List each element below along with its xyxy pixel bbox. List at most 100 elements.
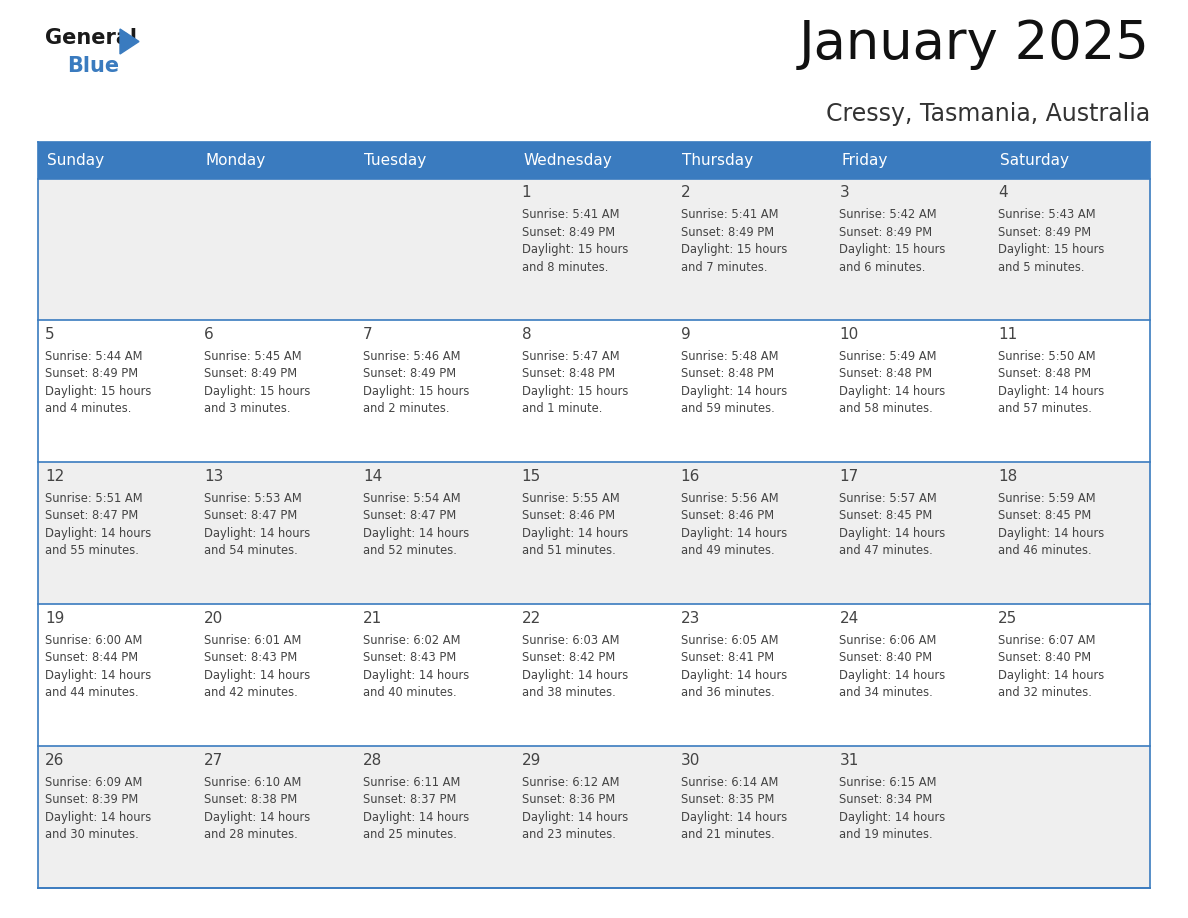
Text: 19: 19 (45, 610, 64, 626)
Text: Sunday: Sunday (46, 152, 103, 168)
Text: 20: 20 (204, 610, 223, 626)
FancyBboxPatch shape (38, 320, 197, 463)
Text: 5: 5 (45, 327, 55, 341)
Text: Sunset: 8:40 PM: Sunset: 8:40 PM (998, 651, 1092, 665)
Text: Sunset: 8:46 PM: Sunset: 8:46 PM (522, 509, 615, 522)
Text: 24: 24 (840, 610, 859, 626)
FancyBboxPatch shape (833, 178, 991, 320)
FancyBboxPatch shape (514, 463, 674, 604)
Text: Daylight: 14 hours: Daylight: 14 hours (998, 385, 1105, 397)
Text: Sunset: 8:49 PM: Sunset: 8:49 PM (362, 367, 456, 380)
FancyBboxPatch shape (991, 142, 1150, 178)
Text: and 34 minutes.: and 34 minutes. (840, 686, 934, 700)
FancyBboxPatch shape (674, 746, 833, 888)
FancyBboxPatch shape (833, 142, 991, 178)
Text: and 7 minutes.: and 7 minutes. (681, 261, 767, 274)
Text: January 2025: January 2025 (800, 18, 1150, 70)
Text: Sunrise: 6:05 AM: Sunrise: 6:05 AM (681, 633, 778, 646)
Text: Daylight: 14 hours: Daylight: 14 hours (45, 527, 151, 540)
Text: Sunrise: 6:12 AM: Sunrise: 6:12 AM (522, 776, 619, 789)
Text: Daylight: 14 hours: Daylight: 14 hours (362, 527, 469, 540)
FancyBboxPatch shape (833, 604, 991, 746)
Text: 7: 7 (362, 327, 373, 341)
FancyBboxPatch shape (197, 178, 355, 320)
FancyBboxPatch shape (38, 142, 197, 178)
Text: Sunrise: 6:01 AM: Sunrise: 6:01 AM (204, 633, 302, 646)
Text: Sunset: 8:48 PM: Sunset: 8:48 PM (840, 367, 933, 380)
Text: Daylight: 14 hours: Daylight: 14 hours (840, 385, 946, 397)
Text: 31: 31 (840, 753, 859, 767)
Text: Sunrise: 5:42 AM: Sunrise: 5:42 AM (840, 208, 937, 221)
Text: Sunrise: 6:02 AM: Sunrise: 6:02 AM (362, 633, 461, 646)
Text: 8: 8 (522, 327, 531, 341)
FancyBboxPatch shape (674, 604, 833, 746)
FancyBboxPatch shape (355, 320, 514, 463)
Text: and 2 minutes.: and 2 minutes. (362, 402, 449, 416)
Text: Daylight: 14 hours: Daylight: 14 hours (204, 668, 310, 682)
FancyBboxPatch shape (38, 178, 197, 320)
Text: and 49 minutes.: and 49 minutes. (681, 544, 775, 557)
Text: and 28 minutes.: and 28 minutes. (204, 828, 298, 841)
Text: Daylight: 14 hours: Daylight: 14 hours (522, 527, 628, 540)
Text: Saturday: Saturday (1000, 152, 1069, 168)
Text: Sunrise: 6:14 AM: Sunrise: 6:14 AM (681, 776, 778, 789)
Text: Sunset: 8:41 PM: Sunset: 8:41 PM (681, 651, 773, 665)
Text: 22: 22 (522, 610, 541, 626)
Text: Daylight: 15 hours: Daylight: 15 hours (204, 385, 310, 397)
Text: Daylight: 14 hours: Daylight: 14 hours (522, 668, 628, 682)
Text: Sunset: 8:35 PM: Sunset: 8:35 PM (681, 793, 773, 806)
Text: Sunset: 8:37 PM: Sunset: 8:37 PM (362, 793, 456, 806)
Text: Sunrise: 5:57 AM: Sunrise: 5:57 AM (840, 492, 937, 505)
Text: 23: 23 (681, 610, 700, 626)
Text: Sunrise: 5:44 AM: Sunrise: 5:44 AM (45, 350, 143, 363)
FancyBboxPatch shape (991, 320, 1150, 463)
Text: 21: 21 (362, 610, 383, 626)
Text: Daylight: 14 hours: Daylight: 14 hours (681, 527, 786, 540)
Text: 29: 29 (522, 753, 541, 767)
Text: Daylight: 14 hours: Daylight: 14 hours (362, 668, 469, 682)
Text: Daylight: 14 hours: Daylight: 14 hours (840, 527, 946, 540)
Text: and 3 minutes.: and 3 minutes. (204, 402, 291, 416)
Text: Sunset: 8:47 PM: Sunset: 8:47 PM (45, 509, 138, 522)
FancyBboxPatch shape (991, 604, 1150, 746)
Text: Thursday: Thursday (682, 152, 753, 168)
Text: and 1 minute.: and 1 minute. (522, 402, 602, 416)
Text: Sunset: 8:49 PM: Sunset: 8:49 PM (998, 226, 1092, 239)
Text: 4: 4 (998, 185, 1007, 200)
Text: Sunrise: 5:56 AM: Sunrise: 5:56 AM (681, 492, 778, 505)
Text: Daylight: 15 hours: Daylight: 15 hours (522, 243, 628, 256)
Text: Daylight: 15 hours: Daylight: 15 hours (522, 385, 628, 397)
Text: Sunrise: 5:53 AM: Sunrise: 5:53 AM (204, 492, 302, 505)
Text: 16: 16 (681, 469, 700, 484)
Text: Sunrise: 5:48 AM: Sunrise: 5:48 AM (681, 350, 778, 363)
Text: Daylight: 15 hours: Daylight: 15 hours (45, 385, 152, 397)
Text: General: General (45, 28, 137, 48)
Text: and 52 minutes.: and 52 minutes. (362, 544, 456, 557)
Text: Sunrise: 5:54 AM: Sunrise: 5:54 AM (362, 492, 461, 505)
Text: Sunset: 8:34 PM: Sunset: 8:34 PM (840, 793, 933, 806)
Text: Sunset: 8:46 PM: Sunset: 8:46 PM (681, 509, 773, 522)
Text: Daylight: 15 hours: Daylight: 15 hours (840, 243, 946, 256)
Text: Sunrise: 6:11 AM: Sunrise: 6:11 AM (362, 776, 460, 789)
Text: and 23 minutes.: and 23 minutes. (522, 828, 615, 841)
Text: Daylight: 14 hours: Daylight: 14 hours (840, 668, 946, 682)
Text: Sunrise: 6:10 AM: Sunrise: 6:10 AM (204, 776, 302, 789)
Text: Sunrise: 5:51 AM: Sunrise: 5:51 AM (45, 492, 143, 505)
Text: Friday: Friday (841, 152, 887, 168)
FancyBboxPatch shape (355, 463, 514, 604)
Text: Daylight: 15 hours: Daylight: 15 hours (998, 243, 1105, 256)
Text: 9: 9 (681, 327, 690, 341)
Text: 13: 13 (204, 469, 223, 484)
Text: Monday: Monday (206, 152, 266, 168)
Text: Daylight: 15 hours: Daylight: 15 hours (362, 385, 469, 397)
Text: 12: 12 (45, 469, 64, 484)
Text: 3: 3 (840, 185, 849, 200)
Text: Daylight: 14 hours: Daylight: 14 hours (204, 811, 310, 823)
Text: Sunrise: 5:43 AM: Sunrise: 5:43 AM (998, 208, 1095, 221)
Text: Sunrise: 6:07 AM: Sunrise: 6:07 AM (998, 633, 1095, 646)
Text: 15: 15 (522, 469, 541, 484)
Text: Daylight: 14 hours: Daylight: 14 hours (998, 668, 1105, 682)
Text: Sunset: 8:38 PM: Sunset: 8:38 PM (204, 793, 297, 806)
FancyBboxPatch shape (833, 320, 991, 463)
FancyBboxPatch shape (514, 320, 674, 463)
